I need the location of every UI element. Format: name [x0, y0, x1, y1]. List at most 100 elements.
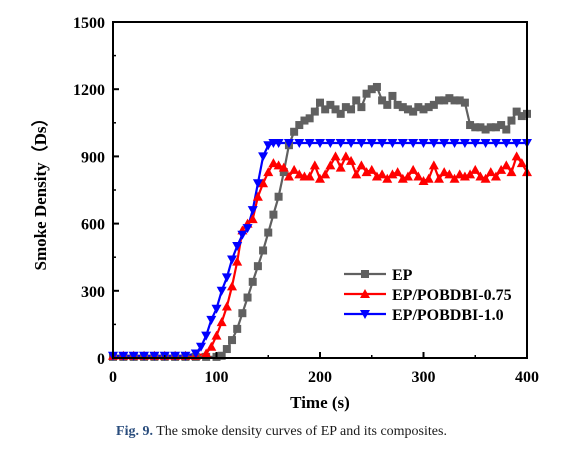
data-point-ep-pobdbi-0-75: [444, 169, 455, 179]
data-point-ep: [331, 105, 340, 114]
data-point-ep: [228, 336, 237, 345]
data-point-ep-pobdbi-0-75: [402, 171, 413, 181]
data-point-ep: [398, 103, 407, 112]
data-point-ep: [310, 107, 319, 116]
data-point-ep: [352, 96, 361, 105]
data-point-ep-pobdbi-1-0: [449, 138, 460, 148]
data-point-ep-pobdbi-1-0: [263, 141, 274, 151]
data-point-ep-pobdbi-0-75: [216, 317, 227, 327]
data-point-ep: [455, 96, 464, 105]
data-point-ep-pobdbi-1-0: [366, 138, 377, 148]
data-point-ep: [476, 123, 485, 132]
x-tick-label: 100: [205, 369, 229, 386]
data-point-ep-pobdbi-0-75: [309, 160, 320, 170]
data-point-ep-pobdbi-1-0: [459, 138, 470, 148]
data-point-ep: [222, 345, 231, 354]
data-point-ep-pobdbi-0-75: [490, 171, 501, 181]
legend-label-ep-pobdbi-1-0: EP/POBDBI-1.0: [392, 307, 504, 324]
figure-caption: Fig. 9. The smoke density curves of EP a…: [0, 424, 563, 440]
data-point-ep: [512, 107, 521, 116]
data-point-ep: [372, 82, 381, 91]
data-point-ep-pobdbi-0-75: [480, 173, 491, 183]
legend: EP EP/POBDBI-0.75 EP/POBDBI-1.0: [344, 267, 512, 324]
data-point-ep-pobdbi-1-0: [501, 138, 512, 148]
data-point-ep-pobdbi-1-0: [211, 304, 222, 314]
data-point-ep-pobdbi-1-0: [387, 138, 398, 148]
data-point-ep-pobdbi-0-75: [325, 160, 336, 170]
data-point-ep-pobdbi-0-75: [475, 171, 486, 181]
data-point-ep-pobdbi-0-75: [501, 160, 512, 170]
figure-number: Fig. 9.: [116, 424, 153, 439]
data-point-ep-pobdbi-1-0: [346, 138, 357, 148]
data-point-ep-pobdbi-1-0: [139, 351, 150, 361]
data-point-ep-pobdbi-1-0: [216, 286, 227, 296]
data-point-ep: [279, 168, 288, 177]
data-point-ep-pobdbi-1-0: [252, 179, 263, 189]
data-point-ep-pobdbi-1-0: [206, 315, 217, 325]
data-point-ep-pobdbi-0-75: [283, 171, 294, 181]
data-point-ep-pobdbi-0-75: [351, 169, 362, 179]
data-point-ep: [233, 324, 242, 333]
data-point-ep-pobdbi-0-75: [273, 160, 284, 170]
data-point-ep-pobdbi-1-0: [242, 224, 253, 234]
data-point-ep-pobdbi-0-75: [252, 191, 263, 201]
data-point-ep-pobdbi-0-75: [434, 173, 445, 183]
data-point-ep-pobdbi-1-0: [356, 138, 367, 148]
series-markers: [108, 82, 532, 361]
data-point-ep-pobdbi-0-75: [294, 169, 305, 179]
data-point-ep-pobdbi-1-0: [325, 138, 336, 148]
data-point-ep-pobdbi-1-0: [195, 342, 206, 352]
data-point-ep-pobdbi-0-75: [454, 169, 465, 179]
data-point-ep-pobdbi-1-0: [283, 138, 294, 148]
y-tick-label: 600: [81, 217, 105, 234]
axis-ticks: 0 100 200 300 400 0 300 600 900 1200 1500: [73, 15, 539, 386]
data-point-ep: [424, 103, 433, 112]
data-point-ep: [403, 105, 412, 114]
data-point-ep: [217, 351, 226, 360]
data-point-ep-pobdbi-1-0: [170, 351, 181, 361]
data-point-ep-pobdbi-1-0: [294, 138, 305, 148]
data-point-ep-pobdbi-1-0: [511, 138, 522, 148]
data-point-ep-pobdbi-0-75: [511, 151, 522, 161]
data-point-ep: [507, 116, 516, 125]
y-tick-label: 1500: [73, 15, 105, 32]
data-point-ep-pobdbi-0-75: [335, 162, 346, 172]
x-tick-label: 300: [412, 369, 436, 386]
data-point-ep: [248, 277, 257, 286]
data-point-ep: [264, 228, 273, 237]
data-point-ep: [253, 262, 262, 271]
data-point-ep-pobdbi-0-75: [428, 160, 439, 170]
data-point-ep-pobdbi-0-75: [263, 167, 274, 177]
data-point-ep-pobdbi-0-75: [278, 162, 289, 172]
data-point-ep-pobdbi-1-0: [304, 138, 315, 148]
y-tick-label: 900: [81, 149, 105, 166]
data-point-ep-pobdbi-1-0: [377, 138, 388, 148]
y-axis-label: Smoke Density（Ds）: [30, 109, 50, 270]
data-point-ep: [486, 123, 495, 132]
data-point-ep-pobdbi-0-75: [506, 167, 517, 177]
series-line-ep-pobdbi-0-75: [113, 155, 528, 357]
data-point-ep: [435, 96, 444, 105]
data-point-ep-pobdbi-1-0: [247, 206, 258, 216]
x-tick-label: 400: [515, 369, 539, 386]
data-point-ep-pobdbi-1-0: [439, 138, 450, 148]
data-point-ep-pobdbi-0-75: [465, 169, 476, 179]
legend-marker-ep-pobdbi-0-75: [360, 289, 370, 298]
data-point-ep-pobdbi-1-0: [227, 255, 238, 265]
data-point-ep: [383, 100, 392, 109]
data-point-ep-pobdbi-1-0: [273, 138, 284, 148]
data-point-ep: [300, 116, 309, 125]
data-point-ep-pobdbi-0-75: [227, 281, 238, 291]
data-point-ep: [295, 121, 304, 130]
data-point-ep-pobdbi-0-75: [320, 169, 331, 179]
y-tick-label: 300: [81, 284, 105, 301]
data-point-ep: [414, 103, 423, 112]
data-point-ep-pobdbi-0-75: [439, 167, 450, 177]
data-point-ep: [491, 123, 500, 132]
data-point-ep-pobdbi-1-0: [232, 242, 243, 251]
data-point-ep-pobdbi-0-75: [413, 171, 424, 181]
data-point-ep-pobdbi-1-0: [190, 349, 201, 359]
data-point-ep-pobdbi-1-0: [397, 138, 408, 148]
data-point-ep-pobdbi-1-0: [118, 351, 129, 361]
data-point-ep: [471, 123, 480, 132]
